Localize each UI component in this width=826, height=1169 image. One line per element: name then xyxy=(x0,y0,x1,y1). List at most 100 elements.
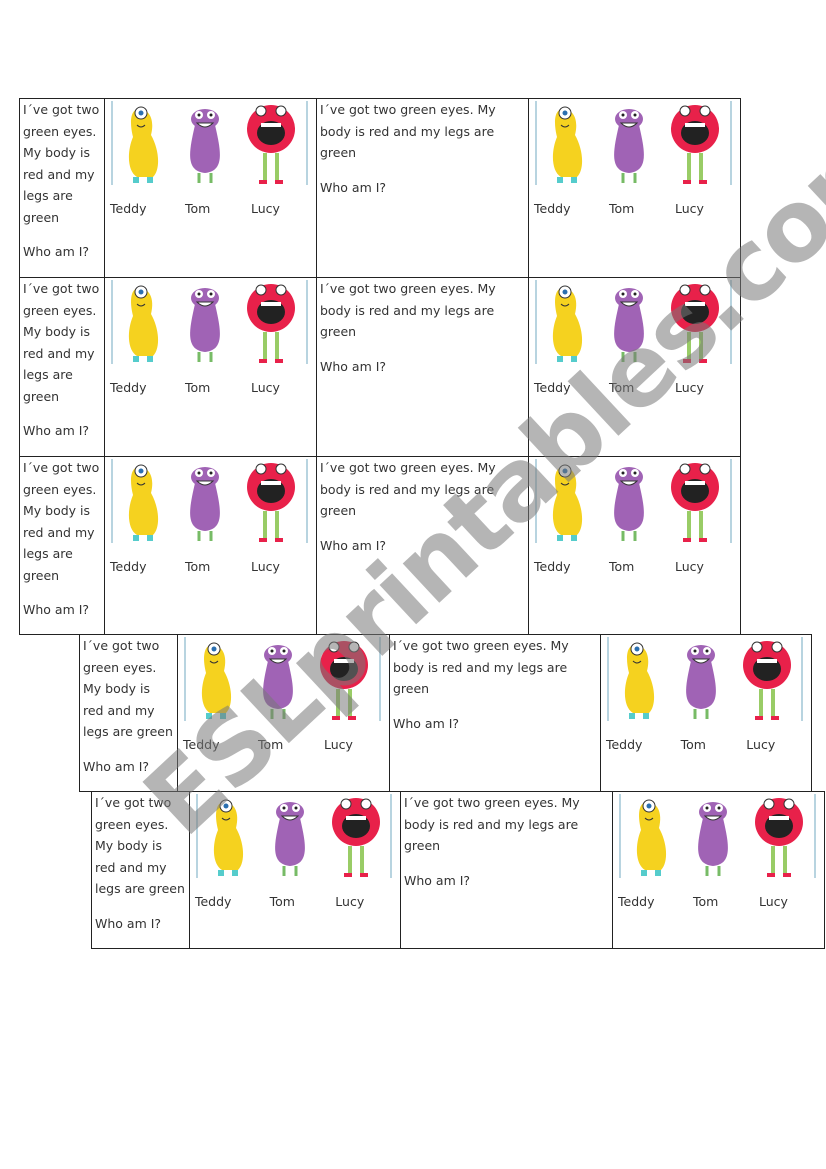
picture-cell: Teddy Tom Lucy xyxy=(528,277,741,457)
riddle-question: Who am I? xyxy=(320,537,387,553)
monster-teddy xyxy=(624,642,655,719)
monster-pictures xyxy=(111,280,308,364)
monster-tom xyxy=(263,645,293,719)
text-cell: I´ve got two green eyes. My body is red … xyxy=(19,277,105,457)
monster-name: Teddy xyxy=(534,201,571,216)
monster-name: Lucy xyxy=(759,894,788,909)
monster-lucy xyxy=(247,463,295,542)
text-cell: I´ve got two green eyes. My body is red … xyxy=(19,456,105,635)
monster-teddy xyxy=(552,106,583,183)
text-cell: I´ve got two green eyes. My body is red … xyxy=(79,634,178,792)
monster-tom xyxy=(190,467,220,541)
monster-teddy xyxy=(201,642,232,719)
monster-name: Lucy xyxy=(675,380,704,395)
picture-cell: Teddy Tom Lucy xyxy=(612,791,825,949)
riddle-text: I´ve got two green eyes. My body is red … xyxy=(393,638,569,696)
monster-pictures xyxy=(111,459,308,543)
monster-pictures xyxy=(619,794,816,878)
monster-teddy xyxy=(213,799,244,876)
monster-name: Tom xyxy=(609,380,635,395)
picture-cell: Teddy Tom Lucy xyxy=(104,98,317,278)
riddle-question: Who am I? xyxy=(23,423,90,438)
riddle-text: I´ve got two green eyes. My body is red … xyxy=(320,281,496,339)
monster-name: Lucy xyxy=(251,559,280,574)
riddle-question: Who am I? xyxy=(95,915,162,931)
monster-lucy xyxy=(671,463,719,542)
picture-cell: Teddy Tom Lucy xyxy=(528,98,741,278)
monster-lucy xyxy=(755,798,803,877)
monster-name: Teddy xyxy=(618,894,655,909)
monster-lucy xyxy=(743,641,791,720)
monster-pictures xyxy=(535,280,732,364)
monster-lucy xyxy=(320,641,368,720)
picture-cell: Teddy Tom Lucy xyxy=(104,277,317,457)
riddle-text: I´ve got two green eyes. My body is red … xyxy=(23,460,100,583)
text-cell: I´ve got two green eyes. My body is red … xyxy=(91,791,190,949)
monster-name: Tom xyxy=(269,894,295,909)
picture-cell: Teddy Tom Lucy xyxy=(104,456,317,635)
monster-tom xyxy=(614,288,644,362)
riddle-text: I´ve got two green eyes. My body is red … xyxy=(23,102,100,225)
monster-name: Teddy xyxy=(534,380,571,395)
riddle-question: Who am I? xyxy=(320,179,387,195)
monster-pictures xyxy=(535,101,732,185)
riddle-question: Who am I? xyxy=(404,872,471,888)
riddle-question: Who am I? xyxy=(23,602,90,617)
riddle-text: I´ve got two green eyes. My body is red … xyxy=(95,795,185,896)
riddle-question: Who am I? xyxy=(320,358,387,374)
monster-lucy xyxy=(332,798,380,877)
monster-teddy xyxy=(128,464,159,541)
monster-lucy xyxy=(671,284,719,363)
monster-teddy xyxy=(552,464,583,541)
picture-cell: Teddy Tom Lucy xyxy=(600,634,812,792)
text-cell: I´ve got two green eyes. My body is red … xyxy=(316,98,529,278)
monster-teddy xyxy=(636,799,667,876)
riddle-text: I´ve got two green eyes. My body is red … xyxy=(23,281,100,404)
monster-name: Tom xyxy=(680,737,706,752)
monster-pictures xyxy=(535,459,732,543)
monster-teddy xyxy=(128,106,159,183)
monster-name: Lucy xyxy=(746,737,776,752)
monster-name: Lucy xyxy=(324,737,353,752)
monster-pictures xyxy=(196,794,392,878)
monster-name: Tom xyxy=(258,737,284,752)
picture-cell: Teddy Tom Lucy xyxy=(189,791,401,949)
monster-name: Teddy xyxy=(534,559,571,574)
monster-name: Tom xyxy=(609,201,635,216)
monster-name: Tom xyxy=(185,380,211,395)
monster-name: Tom xyxy=(185,559,211,574)
monster-pictures xyxy=(184,637,381,721)
text-cell: I´ve got two green eyes. My body is red … xyxy=(19,98,105,278)
monster-tom xyxy=(614,109,644,183)
monster-name: Teddy xyxy=(110,559,147,574)
monster-tom xyxy=(190,109,220,183)
riddle-text: I´ve got two green eyes. My body is red … xyxy=(404,795,580,853)
monster-lucy xyxy=(671,105,719,184)
monster-tom xyxy=(686,645,716,719)
monster-name: Teddy xyxy=(194,894,232,909)
monster-name: Lucy xyxy=(675,201,704,216)
monster-name: Teddy xyxy=(110,201,147,216)
picture-cell: Teddy Tom Lucy xyxy=(528,456,741,635)
monster-teddy xyxy=(552,285,583,362)
monster-name: Tom xyxy=(693,894,719,909)
monster-name: Tom xyxy=(609,559,635,574)
riddle-question: Who am I? xyxy=(83,758,150,774)
monster-name: Lucy xyxy=(251,201,280,216)
monster-name: Tom xyxy=(185,201,211,216)
text-cell: I´ve got two green eyes. My body is red … xyxy=(389,634,601,792)
riddle-text: I´ve got two green eyes. My body is red … xyxy=(320,102,496,160)
text-cell: I´ve got two green eyes. My body is red … xyxy=(400,791,613,949)
riddle-text: I´ve got two green eyes. My body is red … xyxy=(83,638,173,739)
monster-name: Lucy xyxy=(335,894,365,909)
riddle-text: I´ve got two green eyes. My body is red … xyxy=(320,460,496,518)
monster-name: Lucy xyxy=(675,559,704,574)
monster-tom xyxy=(190,288,220,362)
monster-tom xyxy=(614,467,644,541)
monster-pictures xyxy=(111,101,308,185)
monster-teddy xyxy=(128,285,159,362)
monster-lucy xyxy=(247,105,295,184)
monster-name: Teddy xyxy=(110,380,147,395)
monster-name: Teddy xyxy=(183,737,220,752)
